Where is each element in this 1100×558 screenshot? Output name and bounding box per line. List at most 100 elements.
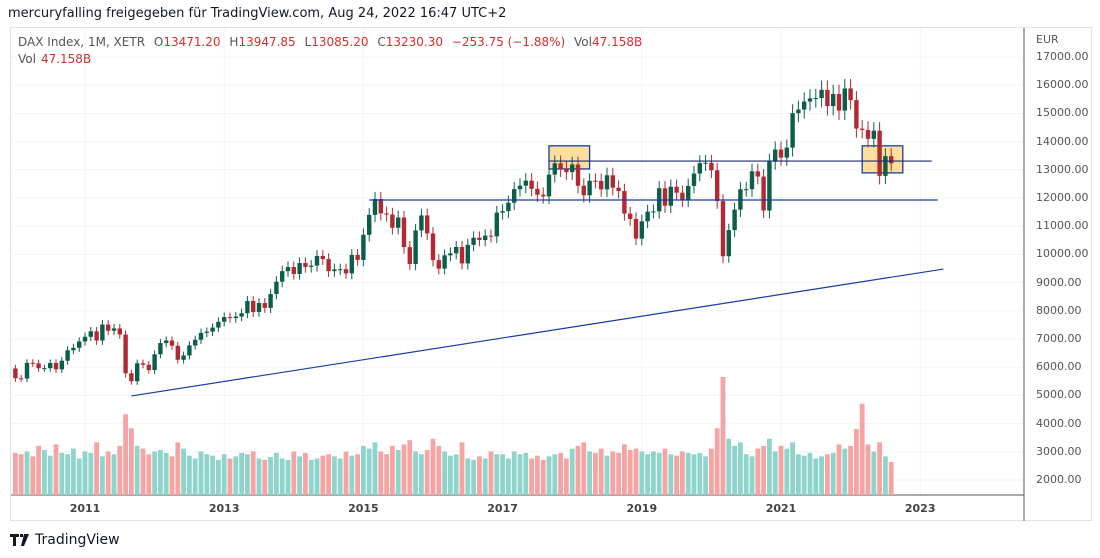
candle-body (703, 162, 708, 164)
candle-body (604, 175, 610, 190)
volume-bar (100, 456, 105, 495)
volume-bar (836, 444, 842, 495)
volume-bar (239, 452, 244, 495)
candle-body (517, 185, 523, 190)
volume-bar (204, 454, 210, 495)
candle-body (106, 324, 111, 331)
volume-bar (221, 454, 227, 495)
volume-bar (430, 438, 436, 495)
candle-body (749, 171, 755, 190)
candle-body (552, 163, 557, 175)
candle-body (541, 194, 546, 197)
candle-body (610, 175, 615, 188)
volume-bar (801, 455, 807, 495)
candle-body (19, 378, 24, 380)
volume-bar (506, 458, 511, 495)
candle-body (761, 176, 766, 211)
price-tick: 7000.00 (1036, 332, 1082, 345)
volume-bar (709, 448, 714, 495)
candle-body (715, 170, 720, 202)
volume-bar (227, 458, 233, 495)
candle-body (343, 269, 349, 274)
candle-body (233, 316, 238, 319)
volume-bar (13, 452, 18, 495)
candle-body (314, 256, 320, 266)
volume-bar (262, 459, 268, 495)
volume-bar (674, 455, 679, 495)
volume-bar (825, 454, 830, 495)
candle-body (30, 362, 35, 364)
price-tick: 12000.00 (1036, 191, 1089, 204)
volume-bar (117, 445, 123, 495)
volume-bar (720, 377, 726, 495)
candle-body (152, 354, 157, 371)
candle-body (523, 180, 528, 186)
time-tick: 2017 (487, 502, 518, 515)
candle-body (216, 321, 221, 328)
candle-body (819, 89, 824, 99)
candle-body (361, 234, 366, 260)
candle-body (651, 211, 656, 213)
volume-bar (714, 428, 720, 495)
volume-bar (303, 452, 308, 495)
volume-bar (564, 458, 569, 495)
candle-body (436, 260, 441, 269)
candle-body (36, 363, 41, 369)
time-tick: 2021 (765, 502, 797, 515)
volume-bar (436, 445, 442, 495)
tradingview-logo[interactable]: TradingView (10, 532, 120, 548)
candle-body (570, 164, 575, 173)
volume-bar (691, 454, 697, 495)
candle-body (332, 269, 337, 272)
volume-bar (94, 442, 99, 495)
candle-body (320, 256, 325, 260)
symbol-name[interactable]: DAX Index, 1M, XETR (18, 35, 146, 49)
volume-study-label[interactable]: Vol (18, 52, 36, 66)
candle-body (82, 336, 88, 342)
volume-bar (134, 445, 140, 495)
candle-body (848, 88, 853, 101)
volume-bar (790, 442, 795, 495)
open-label: O (153, 35, 164, 49)
change-value: −253.75 (−1.88%) (451, 35, 566, 49)
volume-bar (158, 450, 163, 495)
candle-body (680, 192, 685, 200)
volume-bar (546, 456, 552, 495)
volume-bar (390, 445, 395, 495)
candle-body (831, 93, 836, 107)
volume-bar (453, 454, 459, 495)
candle-body (430, 233, 436, 261)
volume-bar (111, 454, 117, 495)
volume-bar (175, 442, 181, 495)
volume-bar (442, 451, 447, 495)
volume-bar (633, 448, 639, 495)
volume-bar (320, 455, 326, 495)
volume-bar (337, 458, 343, 495)
volume-bar (726, 438, 732, 495)
volume-bar (639, 451, 645, 495)
candle-body (372, 198, 378, 215)
volume-bar (587, 451, 592, 495)
volume-bar (610, 451, 616, 495)
candle-body (465, 244, 470, 264)
volume-bar (378, 451, 384, 495)
volume-bar (192, 458, 198, 495)
price-tick: 9000.00 (1036, 275, 1082, 289)
candle-body (744, 189, 749, 191)
candle-body (123, 334, 128, 374)
volume-bar (140, 448, 146, 495)
volume-bar (656, 452, 662, 495)
candle-body (575, 164, 581, 186)
symbol-legend: DAX Index, 1M, XETR O13471.20 H13947.85 … (18, 34, 647, 68)
candle-body (871, 130, 876, 139)
candle-body (338, 269, 343, 271)
volume-bar (854, 428, 859, 495)
candle-body (396, 217, 401, 228)
candle-body (668, 186, 673, 206)
volume-bar (407, 440, 413, 495)
candle-body (390, 214, 395, 228)
volume-bar (616, 452, 621, 495)
candle-body (117, 328, 122, 335)
price-tick: 6000.00 (1036, 360, 1082, 374)
